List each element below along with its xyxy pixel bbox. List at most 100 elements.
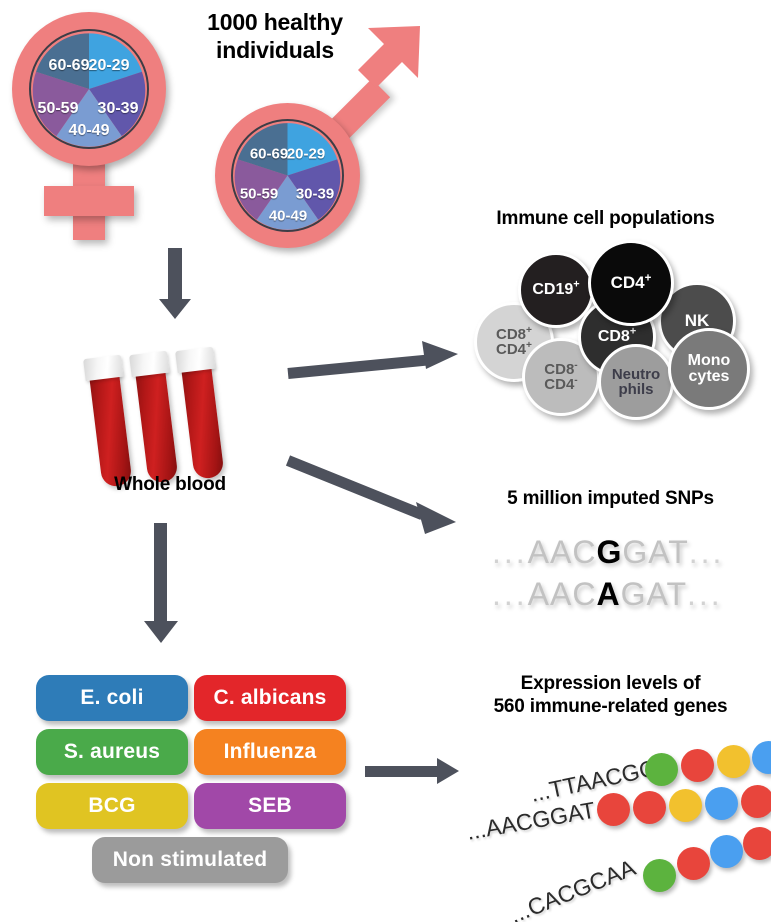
gene-bead: [677, 847, 710, 880]
stimulus-label: Influenza: [223, 740, 317, 763]
gene-bead: [681, 749, 714, 782]
snp-right: GAT: [620, 576, 687, 612]
stimulus-s-aureus[interactable]: S. aureus: [36, 729, 188, 775]
gene-bead: [633, 791, 666, 824]
gene-bead: [741, 785, 771, 818]
arrow-shaft: [287, 354, 428, 379]
gene-bead: [669, 789, 702, 822]
blood-tube: [129, 350, 183, 487]
snp-left: AAC: [527, 534, 597, 570]
stimulus-label: BCG: [88, 794, 136, 817]
tube-body: [88, 369, 133, 488]
cell-label: CD8+ CD4+: [496, 325, 532, 358]
pie-slice-50-59: [234, 159, 288, 220]
male-arrow-head: [358, 26, 420, 88]
cell-label: Neutro phils: [612, 366, 660, 398]
cell-monocytes: Mono cytes: [668, 328, 750, 410]
cell-label-sup2: +: [526, 340, 532, 351]
stimulus-non-stimulated[interactable]: Non stimulated: [92, 837, 288, 883]
pie-label-40-49: 40-49: [68, 122, 110, 139]
female-age-pie: 20-29 30-39 40-49 50-59 60-69: [29, 29, 149, 149]
snp-right: GAT: [622, 534, 689, 570]
gene-bead: [643, 859, 676, 892]
cell-label: CD19+: [532, 279, 579, 298]
cell-label-line1: CD8: [544, 360, 575, 378]
stimulus-label: E. coli: [80, 686, 144, 709]
pie-label-50-59: 50-59: [239, 185, 279, 203]
immune-cell-cluster: CD8+ CD4+ CD19+ CD4+ NK CD8+ CD8- CD4- N…: [460, 240, 760, 420]
stimuli-panel: E. coli C. albicans S. aureus Influenza …: [30, 675, 350, 895]
pie-slice-30-39: [287, 159, 341, 220]
cell-label: Mono cytes: [688, 352, 731, 386]
pie-label-30-39: 30-39: [97, 100, 139, 117]
arrow-shaft: [168, 248, 182, 300]
snp-variant: G: [596, 534, 623, 570]
female-crossbar: [44, 186, 134, 216]
cell-neutrophils: Neutro phils: [598, 344, 674, 420]
cell-label-line1: CD8: [496, 325, 527, 343]
stimulus-c-albicans[interactable]: C. albicans: [194, 675, 346, 721]
cell-cd4plus: CD4+: [588, 240, 674, 326]
cell-label-sup: +: [573, 278, 580, 291]
stimulus-e-coli[interactable]: E. coli: [36, 675, 188, 721]
cell-label-sup: +: [644, 272, 652, 285]
cohort-title-line2: individuals: [216, 37, 334, 64]
snp-sequences: ...AACGGAT... ...AACAGAT...: [492, 534, 752, 624]
arrow-head: [159, 299, 191, 319]
blood-tube: [83, 354, 137, 491]
cell-label-line2: CD4: [496, 341, 527, 358]
pie-label-50-59: 50-59: [37, 100, 79, 117]
male-pie-svg: [234, 123, 341, 230]
cell-label-line2: phils: [618, 381, 654, 398]
cell-label: CD8- CD4-: [544, 359, 578, 393]
stimulus-influenza[interactable]: Influenza: [194, 729, 346, 775]
pie-label-20-29: 20-29: [88, 57, 130, 74]
gene-strands: ...TTAACGG ...AACGGAT ...CACGCAA: [455, 735, 771, 922]
cell-label-line2: CD4: [544, 376, 575, 393]
gene-bead: [752, 741, 771, 774]
tube-neck: [129, 350, 170, 378]
cohort-title: 1000 healthy individuals: [170, 8, 380, 64]
cell-label-base: CD8: [597, 327, 630, 345]
blood-tubes: [83, 338, 275, 488]
snp-left: AAC: [527, 576, 597, 612]
gene-bead: [705, 787, 738, 820]
snps-title: 5 million imputed SNPs: [507, 488, 714, 509]
stimulus-bcg[interactable]: BCG: [36, 783, 188, 829]
gene-bead: [710, 835, 743, 868]
stimulus-label: Non stimulated: [112, 848, 268, 871]
gene-bead: [597, 793, 630, 826]
pie-slice-60-69: [237, 123, 288, 176]
cell-label-base: CD4: [610, 273, 645, 293]
arrow-shaft: [285, 455, 425, 520]
snp-suffix: ...: [688, 534, 725, 570]
expression-title: Expression levels of 560 immune-related …: [450, 672, 771, 718]
stimulus-label: SEB: [248, 794, 292, 817]
stimulus-seb[interactable]: SEB: [194, 783, 346, 829]
cell-label: CD4+: [610, 272, 652, 293]
gene-bead: [743, 827, 771, 860]
stimulus-label: C. albicans: [213, 686, 327, 709]
female-pie-svg: [32, 33, 146, 147]
cell-label-line2: cytes: [688, 368, 730, 385]
cell-label: NK: [684, 311, 710, 331]
gene-strand-sequence: ...AACGGAT: [464, 796, 598, 845]
snp-sequence-row: ...AACAGAT...: [492, 576, 723, 613]
cell-label-sup1: -: [574, 359, 578, 371]
pie-slice-40-49: [256, 175, 319, 230]
pie-slice-30-39: [89, 71, 146, 137]
stimulus-label: S. aureus: [63, 740, 161, 763]
cell-label-base: CD19: [532, 280, 574, 298]
snp-sequence-row: ...AACGGAT...: [492, 534, 724, 571]
arrow-shaft: [365, 766, 439, 777]
expression-title-line2: 560 immune-related genes: [493, 696, 728, 718]
pie-slice-20-29: [89, 33, 142, 89]
arrow-head: [416, 502, 456, 534]
tube-body: [134, 365, 179, 484]
snp-prefix: ...: [492, 576, 528, 612]
cell-label-sup2: -: [574, 375, 578, 386]
pie-label-40-49: 40-49: [268, 207, 308, 225]
arrow-shaft: [154, 523, 167, 623]
gene-bead: [717, 745, 750, 778]
